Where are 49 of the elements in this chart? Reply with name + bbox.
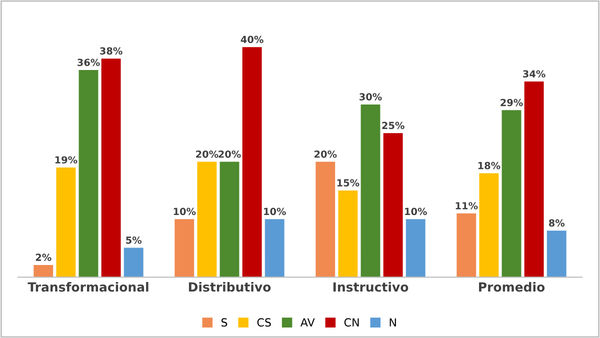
bar xyxy=(316,162,336,278)
bar xyxy=(34,264,54,278)
bar xyxy=(338,190,358,278)
bar xyxy=(174,219,194,278)
x-tick-label: Instructivo xyxy=(333,282,408,292)
legend-label: S xyxy=(221,318,228,327)
bar xyxy=(406,219,426,278)
bar xyxy=(101,58,121,278)
bar xyxy=(197,162,217,278)
bar xyxy=(78,70,98,278)
data-label: 30% xyxy=(360,93,382,100)
data-label: 8% xyxy=(548,219,565,227)
legend-label: N xyxy=(390,318,396,326)
data-label: 10% xyxy=(405,208,427,216)
bar xyxy=(456,213,476,278)
data-label: 18% xyxy=(478,162,500,170)
legend-label: CS xyxy=(257,318,271,327)
x-tick-label: Transformacional xyxy=(28,282,148,292)
data-label: 2% xyxy=(36,254,52,262)
data-label: 20% xyxy=(196,150,218,158)
data-label: 25% xyxy=(382,122,404,130)
bar xyxy=(220,162,240,278)
bar xyxy=(56,168,76,278)
bar xyxy=(124,248,144,278)
bar xyxy=(502,110,522,278)
data-label: 36% xyxy=(78,58,100,66)
bar xyxy=(479,173,499,278)
data-label: 34% xyxy=(523,70,546,78)
bar xyxy=(242,47,262,278)
data-label: 19% xyxy=(55,156,78,164)
data-label: 11% xyxy=(456,202,478,210)
data-label: 38% xyxy=(100,47,122,55)
x-tick-label: Distributivo xyxy=(188,282,271,292)
bar xyxy=(546,230,566,278)
bar xyxy=(360,104,380,278)
legend-label: CN xyxy=(344,318,359,327)
bar xyxy=(383,133,403,278)
bar xyxy=(264,219,284,278)
data-label: 20% xyxy=(314,150,337,158)
data-label: 15% xyxy=(337,179,360,186)
data-label: 10% xyxy=(174,208,196,216)
data-label: 40% xyxy=(240,36,264,44)
data-label: 29% xyxy=(500,98,523,106)
data-label: 10% xyxy=(264,208,286,216)
x-tick-label: Promedio xyxy=(479,282,545,292)
legend-label: AV xyxy=(300,318,315,326)
data-label: 5% xyxy=(126,236,142,244)
bar xyxy=(524,82,544,278)
data-label: 20% xyxy=(218,150,241,158)
